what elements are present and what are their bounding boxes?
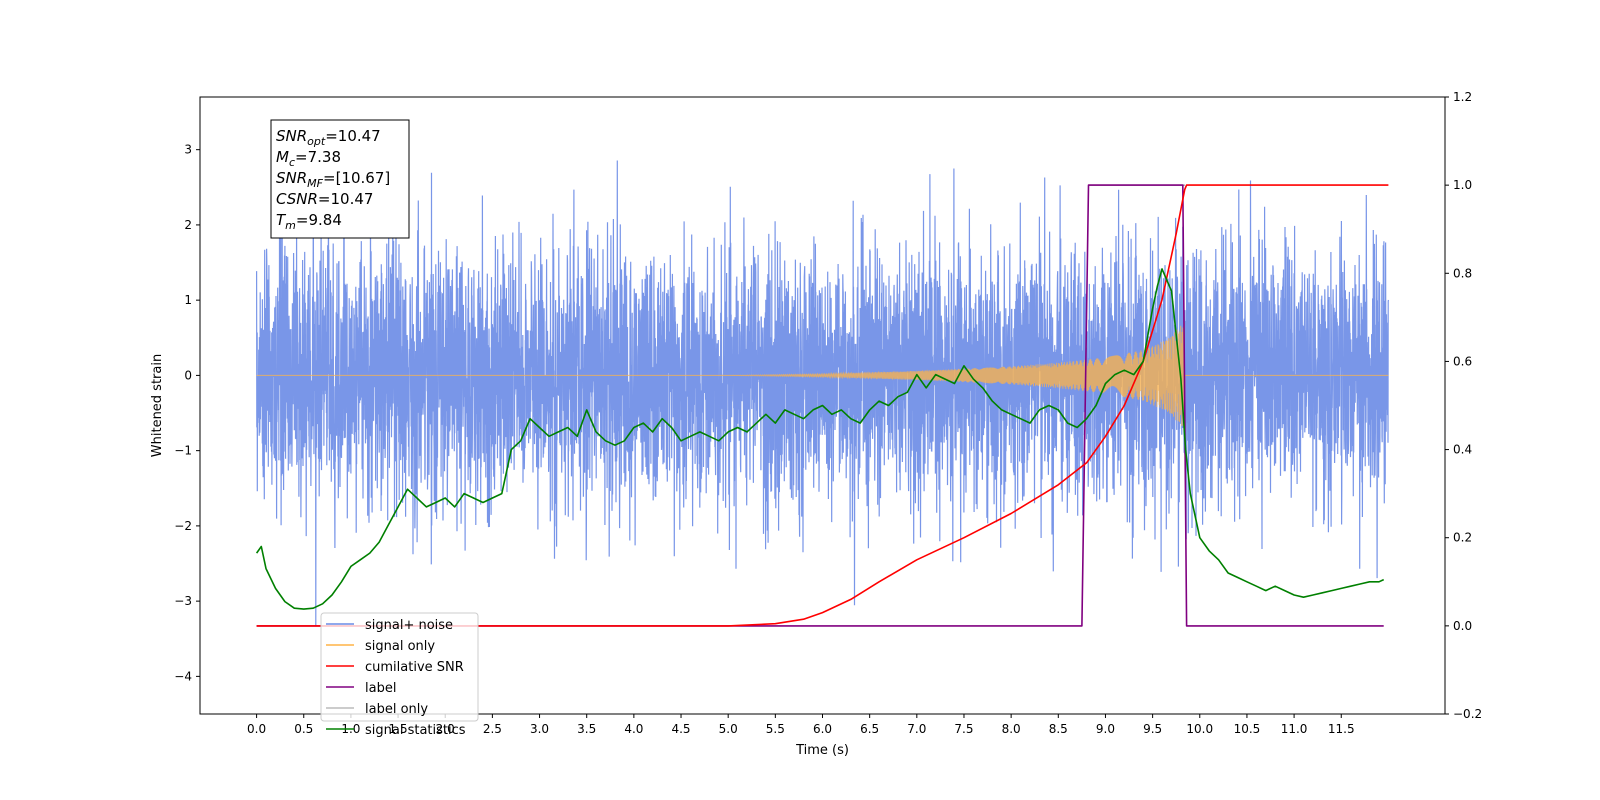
y-tick-label: −2 (174, 519, 192, 533)
annotation-subscript: c (289, 156, 295, 169)
annotation-subscript: MF (307, 177, 323, 190)
x-tick-label: 1.5 (389, 722, 408, 736)
annotation-line: SNRopt=10.47 (276, 127, 381, 148)
x-tick-label: 6.5 (860, 722, 879, 736)
series-line-cumulative-snr (256, 184, 1389, 627)
legend-box (320, 612, 479, 722)
annotation-value: =[10.67] (323, 169, 390, 187)
x-tick-label: 8.0 (1002, 722, 1021, 736)
annotation-symbol: SNR (276, 169, 307, 187)
x-tick-label: 0.0 (247, 722, 266, 736)
x-tick-label: 8.5 (1049, 722, 1068, 736)
x-tick-label: 9.0 (1096, 722, 1115, 736)
annotation-line: Tm=9.84 (276, 211, 342, 232)
y-tick-label: 1 (184, 293, 192, 307)
y-tick-label: 3 (184, 143, 192, 157)
y-tick-label: 2 (184, 218, 192, 232)
x-tick-label: 5.5 (766, 722, 785, 736)
legend-label-only-text: label only (365, 702, 428, 717)
y2-tick-label: −0.2 (1453, 707, 1482, 721)
x-tick-label: 5.0 (719, 722, 738, 736)
annotation-line: SNRMF=[10.67] (276, 169, 390, 190)
annotation-subscript: m (285, 219, 296, 232)
y-axis-title: Whitened strain (150, 354, 165, 457)
y-tick-label: −3 (174, 594, 192, 608)
legend-signal-noise-text: signal+ noise (365, 618, 453, 633)
x-tick-label: 11.5 (1328, 722, 1355, 736)
y2-tick-label: 1.2 (1453, 90, 1472, 104)
annotation-symbol: T (276, 211, 287, 229)
annotation-symbol: SNR (276, 127, 307, 145)
series-line-signal-statistics (255, 268, 1385, 610)
annotation-line: CSNR=10.47 (276, 190, 373, 208)
x-tick-label: 4.0 (624, 722, 643, 736)
x-tick-label: 3.5 (577, 722, 596, 736)
legend-cumulative-snr-text: cumilative SNR (365, 660, 464, 675)
series-line-label (256, 184, 1384, 627)
x-tick-label: 9.5 (1143, 722, 1162, 736)
x-tick-label: 0.5 (294, 722, 313, 736)
x-tick-label: 2.0 (436, 722, 455, 736)
y2-tick-label: 1.0 (1453, 178, 1472, 192)
x-tick-label: 6.0 (813, 722, 832, 736)
annotation-value: =7.38 (295, 148, 341, 166)
x-tick-label: 11.0 (1281, 722, 1308, 736)
y2-tick-label: 0.2 (1453, 531, 1472, 545)
y2-tick-label: 0.6 (1453, 354, 1472, 368)
y-tick-label: −1 (174, 444, 192, 458)
x-tick-label: 7.0 (907, 722, 926, 736)
y-tick-label: −4 (174, 669, 192, 683)
y2-tick-label: 0.0 (1453, 619, 1472, 633)
annotation-value: =9.84 (296, 211, 342, 229)
series-line-signal-noise (256, 148, 1389, 627)
y-tick-label: 0 (184, 368, 192, 382)
annotation-subscript: opt (307, 135, 326, 148)
legend-signal-only-text: signal only (365, 639, 435, 654)
annotation-value: =10.47 (325, 127, 381, 145)
legend-label-text: label (365, 681, 396, 696)
annotation-symbol: CSNR (276, 190, 318, 208)
legend-signal-statistics-text: signal statistics (365, 723, 466, 738)
x-tick-label: 3.0 (530, 722, 549, 736)
series-line-signal-only (256, 321, 1389, 426)
x-tick-label: 2.5 (483, 722, 502, 736)
y2-tick-label: 0.8 (1453, 266, 1472, 280)
x-tick-label: 4.5 (671, 722, 690, 736)
annotation-symbol: M (276, 148, 289, 166)
x-axis-title: Time (s) (795, 743, 849, 758)
x-tick-label: 10.5 (1234, 722, 1261, 736)
y2-tick-label: 0.4 (1453, 443, 1472, 457)
x-tick-label: 10.0 (1186, 722, 1213, 736)
x-tick-label: 7.5 (954, 722, 973, 736)
annotation-line: Mc=7.38 (276, 148, 341, 169)
annotation-value: =10.47 (318, 190, 374, 208)
annotation-box (270, 119, 410, 239)
